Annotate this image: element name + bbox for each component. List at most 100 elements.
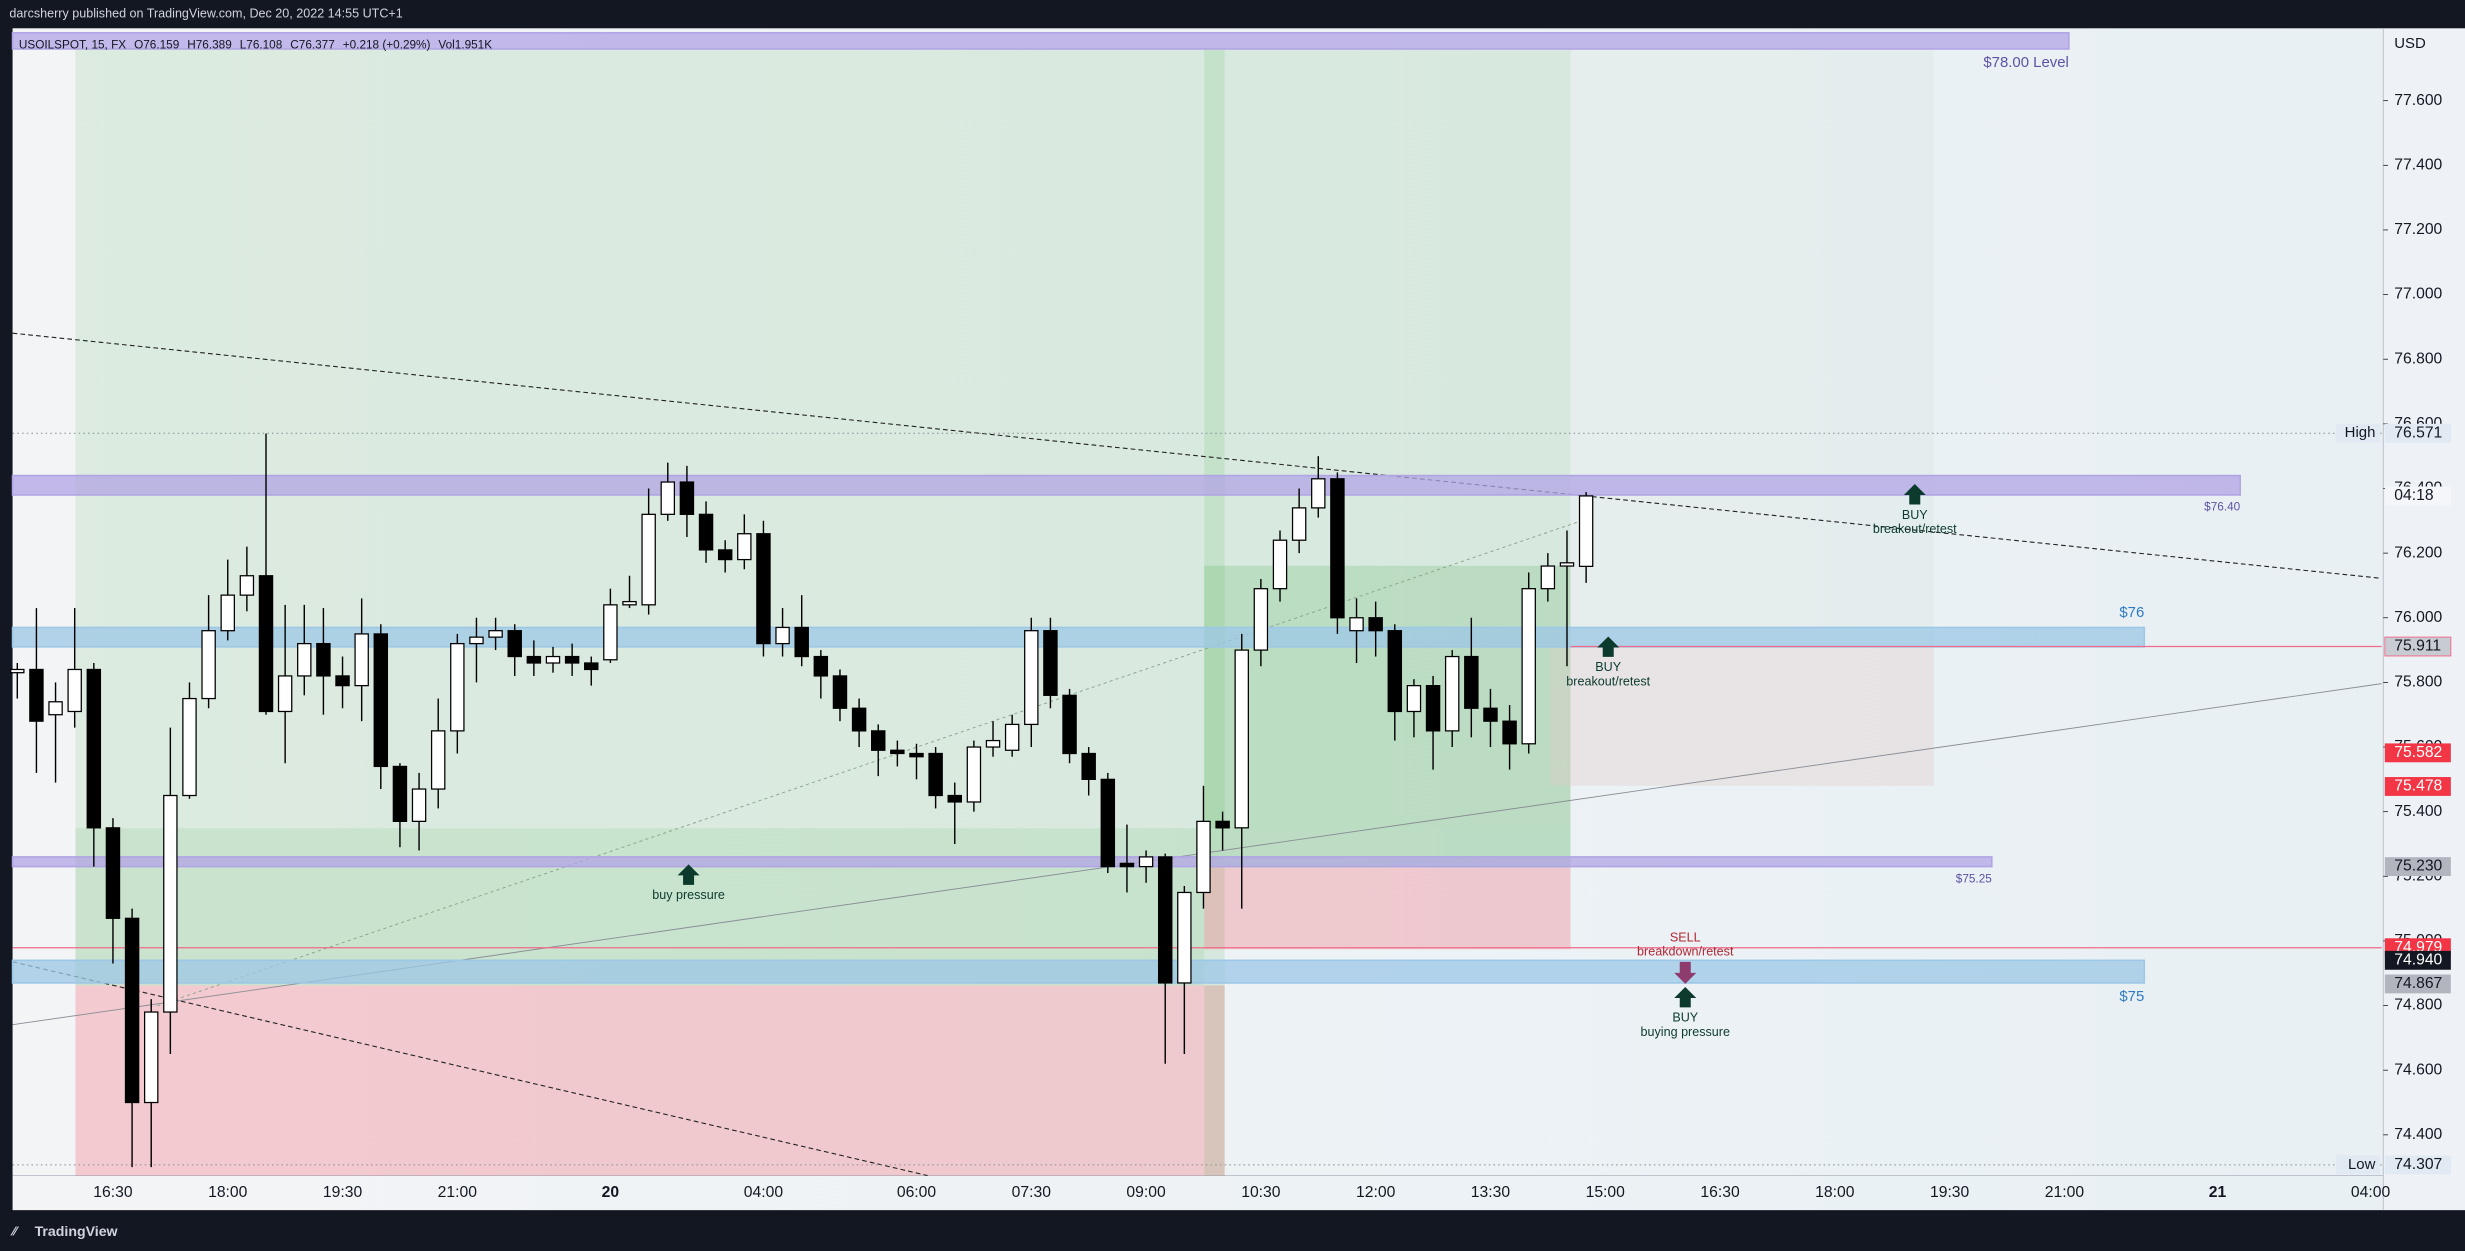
zone-label: $75	[2119, 988, 2144, 1005]
price-label: 75.230	[2394, 858, 2442, 875]
x-tick-label: 07:30	[1012, 1184, 1052, 1201]
candle-body	[679, 481, 695, 515]
extreme-value-bg	[2384, 1155, 2451, 1175]
candle-body	[1406, 684, 1422, 713]
candle-body	[1004, 723, 1020, 751]
footer: TradingView	[35, 1223, 119, 1239]
zone-label: $76	[2119, 604, 2144, 621]
candle-body	[966, 746, 982, 803]
legend: USOILSPOT, 15, FX O76.159 H76.389 L76.10…	[19, 39, 492, 52]
candle-body	[641, 513, 656, 606]
y-tick-label: 76.200	[2394, 544, 2442, 561]
candle-body	[450, 642, 465, 732]
legend-high: H76.389	[187, 39, 231, 52]
candle-body	[737, 533, 752, 561]
candle-body	[297, 642, 312, 677]
zone-label: $76.40	[2204, 501, 2240, 514]
legend-symbol: USOILSPOT, 15, FX	[19, 39, 126, 52]
legend-close: C76.377	[290, 39, 334, 52]
price-label: 74.940	[2394, 951, 2442, 968]
candle-body	[985, 739, 1001, 748]
candle-body	[1425, 684, 1441, 732]
extreme-name: High	[2345, 424, 2376, 441]
y-tick-label: 77.400	[2394, 156, 2442, 173]
candle-body	[1024, 630, 1039, 726]
legend-low: L76.108	[240, 39, 283, 52]
x-tick-label: 12:00	[1356, 1184, 1396, 1201]
candle-body	[1540, 565, 1556, 590]
price-axis-bg	[2383, 28, 2465, 1211]
pane	[12, 28, 2384, 1211]
y-tick-label: 76.800	[2394, 350, 2442, 367]
x-tick-label: 04:00	[2351, 1184, 2391, 1201]
price-label-bg	[2384, 974, 2451, 994]
annotation-text: breakout/retest	[1566, 674, 1650, 688]
candle-body	[1483, 707, 1498, 722]
x-tick-label: 20	[602, 1184, 620, 1201]
zone-band	[11, 626, 2146, 648]
zone-label: $75.25	[1956, 872, 1992, 885]
price-label: 75.478	[2394, 778, 2442, 795]
legend-change: +0.218 (+0.29%)	[343, 39, 431, 52]
arrow-up	[677, 864, 700, 885]
candle-body	[354, 633, 369, 687]
candle-body	[1138, 856, 1154, 868]
annotation-title: BUY	[1595, 660, 1621, 674]
candle-body	[1311, 478, 1326, 509]
target-zone	[1204, 48, 1225, 1176]
candle-body	[622, 600, 637, 606]
x-tick-label: 15:00	[1586, 1184, 1626, 1201]
candle-body	[29, 668, 44, 722]
trendline	[157, 518, 1588, 1007]
candle-body	[928, 752, 943, 797]
annotations: buy pressureBUYbreakout/retestBUYbreakou…	[652, 484, 1957, 1039]
candle-body	[947, 794, 962, 803]
candle-body	[1291, 507, 1307, 541]
projection-zone	[1570, 48, 1934, 648]
candle-body	[163, 794, 178, 1013]
annotation-title: BUY	[1672, 1011, 1698, 1025]
candle-body	[1177, 891, 1192, 984]
y-tick-label: 74.400	[2394, 1126, 2442, 1143]
candle-body	[1502, 720, 1517, 745]
candle-body	[871, 730, 886, 751]
y-tick-label: 74.600	[2394, 1061, 2442, 1078]
stop-zone	[75, 985, 1225, 1176]
candle-body	[373, 633, 389, 768]
candle-body	[1387, 630, 1403, 713]
annotation-text: buying pressure	[1641, 1025, 1730, 1039]
candle-body	[316, 642, 331, 677]
candle-body	[1464, 655, 1479, 709]
candle-body	[1578, 495, 1594, 568]
candle-body	[201, 630, 216, 700]
candle-body	[545, 655, 561, 664]
legend-open: O76.159	[134, 39, 179, 52]
candle-body	[86, 668, 102, 829]
trendline	[12, 332, 2382, 579]
candle-body	[277, 675, 293, 713]
countdown: 04:18	[2394, 487, 2434, 504]
candle-body	[1253, 588, 1269, 651]
zone-band	[11, 959, 2146, 984]
x-tick-label: 19:30	[323, 1184, 363, 1201]
extreme-name-bg	[2336, 1155, 2381, 1175]
price-label-bg	[2384, 857, 2451, 877]
x-tick-label: 21:00	[2045, 1184, 2085, 1201]
zone-band	[11, 474, 2241, 496]
candle-body	[1349, 617, 1364, 632]
candle-body	[603, 604, 618, 661]
extreme-value: 74.307	[2394, 1156, 2442, 1173]
price-label: 75.582	[2394, 744, 2442, 761]
x-tick-label: 10:30	[1241, 1184, 1281, 1201]
x-tick-label: 21:00	[438, 1184, 478, 1201]
candle-body	[239, 575, 255, 596]
candle-body	[469, 636, 484, 645]
projection-zone	[1550, 647, 1934, 786]
price-label-bg	[2384, 743, 2451, 763]
candle-body	[660, 481, 676, 515]
candle-body	[124, 917, 140, 1104]
candle-body	[526, 655, 542, 664]
candle-body	[143, 1011, 159, 1104]
stop-zone	[1204, 867, 1571, 950]
zone-band	[11, 856, 1993, 868]
